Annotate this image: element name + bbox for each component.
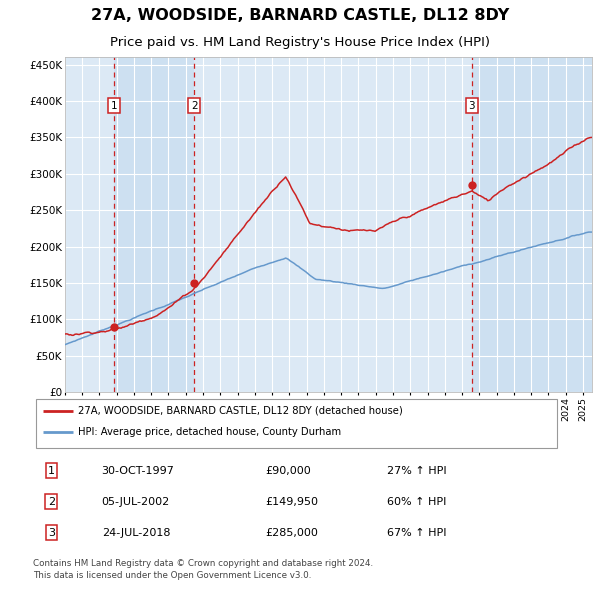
Bar [113,57,194,392]
Bar [472,57,592,392]
Text: 27A, WOODSIDE, BARNARD CASTLE, DL12 8DY (detached house): 27A, WOODSIDE, BARNARD CASTLE, DL12 8DY … [78,406,403,415]
Text: 30-OCT-1997: 30-OCT-1997 [101,466,175,476]
Text: £90,000: £90,000 [265,466,311,476]
Text: £149,950: £149,950 [265,497,319,507]
Text: 3: 3 [469,101,475,111]
Text: 1: 1 [48,466,55,476]
Text: 27% ↑ HPI: 27% ↑ HPI [387,466,446,476]
Text: HPI: Average price, detached house, County Durham: HPI: Average price, detached house, Coun… [78,427,341,437]
Text: 1: 1 [110,101,117,111]
Text: £285,000: £285,000 [265,528,318,537]
Text: 2: 2 [48,497,55,507]
Text: 24-JUL-2018: 24-JUL-2018 [101,528,170,537]
Text: 60% ↑ HPI: 60% ↑ HPI [387,497,446,507]
Text: 05-JUL-2002: 05-JUL-2002 [101,497,170,507]
Text: 27A, WOODSIDE, BARNARD CASTLE, DL12 8DY: 27A, WOODSIDE, BARNARD CASTLE, DL12 8DY [91,8,509,23]
Text: 67% ↑ HPI: 67% ↑ HPI [387,528,446,537]
Text: 2: 2 [191,101,197,111]
Text: 3: 3 [48,528,55,537]
Text: Price paid vs. HM Land Registry's House Price Index (HPI): Price paid vs. HM Land Registry's House … [110,35,490,48]
Text: Contains HM Land Registry data © Crown copyright and database right 2024.
This d: Contains HM Land Registry data © Crown c… [33,559,373,580]
FancyBboxPatch shape [35,399,557,448]
